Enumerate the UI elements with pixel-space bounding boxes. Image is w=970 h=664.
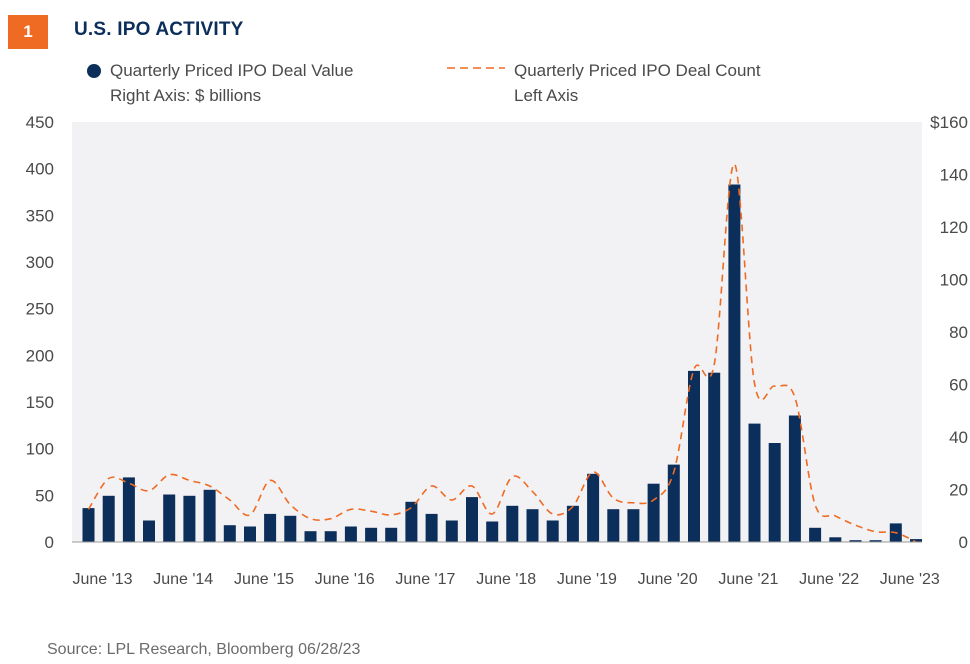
bar-deal-value <box>768 443 781 542</box>
left-tick-label: 350 <box>26 206 54 225</box>
bar-deal-value <box>566 505 579 542</box>
right-tick-label: $160 <box>930 113 968 132</box>
bar-deal-value <box>607 509 620 542</box>
left-tick-label: 150 <box>26 393 54 412</box>
right-tick-label: 100 <box>940 271 968 290</box>
legend-line1: Quarterly Priced IPO Deal Value <box>110 61 354 80</box>
bar-deal-value <box>244 526 256 542</box>
bar-deal-value <box>365 527 378 542</box>
x-tick-label: June '17 <box>395 571 455 588</box>
x-tick-label: June '15 <box>234 571 294 588</box>
left-tick-label: 50 <box>35 486 54 505</box>
bar-deal-value <box>304 531 317 542</box>
bar-deal-value <box>667 464 680 542</box>
right-tick-label: 60 <box>949 376 968 395</box>
bar-deal-value <box>223 525 236 542</box>
bar-deal-value <box>788 415 801 542</box>
bar-deal-value <box>425 513 438 542</box>
bar-deal-value <box>163 494 176 542</box>
bar-deal-value <box>526 509 539 542</box>
bar-deal-value <box>546 520 559 542</box>
bar-deal-value <box>183 495 196 542</box>
bar-deal-value <box>506 505 519 542</box>
chart-title: U.S. IPO ACTIVITY <box>74 19 244 40</box>
bar-deal-value <box>869 540 882 542</box>
right-tick-label: 0 <box>959 533 968 552</box>
bar-deal-value <box>849 540 862 542</box>
bar-deal-value <box>587 473 600 543</box>
right-tick-label: 140 <box>940 166 968 185</box>
bar-deal-value <box>627 509 640 542</box>
left-axis: 0 50 100 150 200 250 300 350 400 450 <box>26 113 54 552</box>
bar-deal-value <box>203 489 216 542</box>
left-tick-label: 250 <box>26 300 54 319</box>
legend-line1: Quarterly Priced IPO Deal Count <box>514 61 761 80</box>
bar-deal-value <box>324 531 337 542</box>
bar-deal-value <box>344 526 357 542</box>
ipo-chart: 0 50 100 150 200 250 300 350 400 450 0 20 40 60 80 100… <box>26 113 968 588</box>
right-tick-label: 80 <box>949 323 968 342</box>
legend-item-deal-count: Quarterly Priced IPO Deal Count Left Axi… <box>514 58 761 108</box>
x-tick-label: June '20 <box>638 571 698 588</box>
x-tick-label: June '16 <box>315 571 375 588</box>
legend-line2: Left Axis <box>514 86 579 105</box>
bar-deal-value <box>82 508 95 542</box>
bar-deal-value <box>385 527 398 542</box>
x-tick-label: June '13 <box>73 571 133 588</box>
bar-deal-value <box>728 184 741 542</box>
bar-deal-value <box>647 483 660 542</box>
figure-number-badge: 1 <box>8 15 48 49</box>
x-tick-label: June '19 <box>557 571 617 588</box>
x-axis: June '13 June '14 June '15 June '16 June '17… <box>73 571 940 588</box>
legend-line2: Right Axis: $ billions <box>110 86 262 105</box>
left-tick-label: 450 <box>26 113 54 132</box>
bar-deal-value <box>748 423 761 542</box>
left-tick-label: 100 <box>26 440 54 459</box>
right-tick-label: 40 <box>949 428 968 447</box>
legend-dashed-line-icon <box>447 67 505 69</box>
right-tick-label: 120 <box>940 218 968 237</box>
bar-deal-value <box>122 477 135 542</box>
x-tick-label: June '18 <box>476 571 536 588</box>
x-tick-label: June '23 <box>880 571 940 588</box>
bar-deal-value <box>466 497 478 542</box>
deal-count-line <box>87 163 917 543</box>
bar-deal-value <box>688 370 700 542</box>
bar-deal-value <box>486 521 499 542</box>
bar-deal-value <box>284 515 297 543</box>
x-tick-label: June '14 <box>153 571 213 588</box>
x-tick-label: June '22 <box>799 571 859 588</box>
legend-item-deal-value: Quarterly Priced IPO Deal Value Right Ax… <box>110 58 353 108</box>
bar-deal-value <box>143 520 155 542</box>
left-tick-label: 400 <box>26 160 54 179</box>
left-tick-label: 300 <box>26 253 54 272</box>
bar-deal-value <box>264 513 277 542</box>
bar-deal-value <box>102 495 115 542</box>
left-tick-label: 200 <box>26 346 54 365</box>
right-axis: 0 20 40 60 80 100 120 140 $160 <box>930 113 968 552</box>
right-tick-label: 20 <box>949 481 968 500</box>
bar-deal-value <box>445 520 458 542</box>
source-note: Source: LPL Research, Bloomberg 06/28/23 <box>47 641 361 658</box>
left-tick-label: 0 <box>45 533 54 552</box>
bar-deal-value <box>829 537 842 542</box>
bar-deal-value <box>910 539 922 542</box>
bar-deal-value <box>809 527 822 542</box>
bar-deal-value <box>405 501 418 542</box>
bar-deal-value <box>708 372 721 542</box>
x-tick-label: June '21 <box>718 571 778 588</box>
legend-dot-icon <box>87 64 101 78</box>
